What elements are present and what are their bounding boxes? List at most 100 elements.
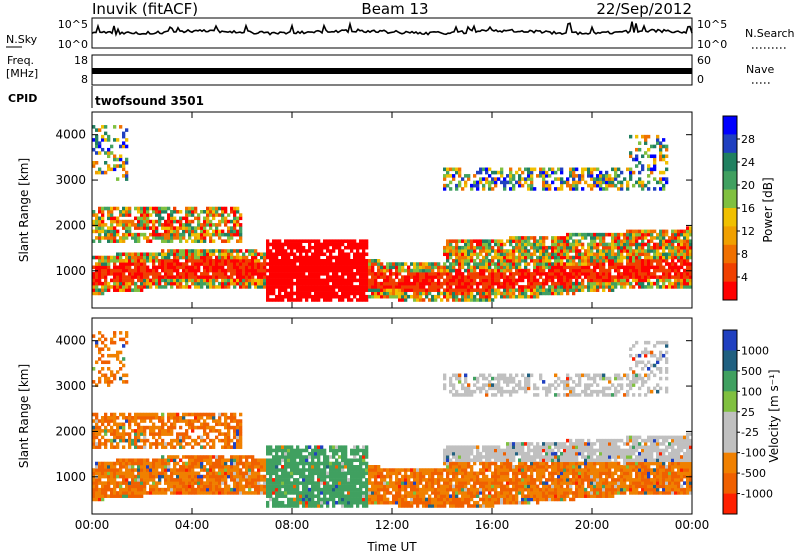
heat-cell (551, 245, 555, 250)
heat-cell (578, 268, 582, 273)
heat-cell (119, 331, 123, 335)
heat-cell (164, 281, 168, 286)
heat-cell (482, 259, 486, 263)
heat-cell (530, 236, 534, 240)
heat-cell (182, 455, 186, 459)
heat-cell (305, 504, 309, 508)
heat-cell (503, 275, 507, 279)
heat-cell (143, 262, 147, 266)
heat-cell (407, 275, 411, 279)
heat-cell (227, 491, 231, 495)
heat-cell (212, 442, 216, 446)
heat-cell (581, 255, 585, 260)
heat-cell (161, 226, 165, 230)
heat-cell (182, 435, 186, 440)
heat-cell (608, 262, 612, 266)
heat-cell (233, 425, 237, 430)
heat-cell (176, 262, 180, 266)
heat-cell (512, 291, 516, 296)
heat-cell (542, 259, 546, 263)
heat-cell (548, 255, 552, 260)
heat-cell (317, 252, 321, 257)
heat-cell (377, 268, 381, 273)
heat-cell (125, 226, 129, 230)
heat-cell (377, 285, 381, 289)
heat-cell (521, 239, 525, 243)
heat-cell (203, 232, 207, 237)
heat-cell (215, 259, 219, 263)
heat-cell (338, 245, 342, 250)
heat-cell (269, 268, 273, 273)
heat-cell (602, 268, 606, 273)
heat-cell (362, 275, 366, 279)
heat-cell (512, 249, 516, 253)
heat-cell (368, 278, 372, 283)
heat-cell (617, 252, 621, 257)
heat-cell (482, 239, 486, 243)
heat-cell (227, 219, 231, 224)
heat-cell (194, 236, 198, 240)
heat-cell (644, 285, 648, 289)
heat-cell (128, 265, 132, 270)
heat-cell (188, 265, 192, 270)
heat-cell (572, 288, 576, 292)
heat-cell (215, 471, 219, 476)
heat-cell (599, 275, 603, 279)
heat-cell (611, 177, 615, 181)
heat-cell (110, 213, 114, 217)
heat-cell (602, 259, 606, 263)
heat-cell (119, 275, 123, 279)
heat-cell (119, 268, 123, 273)
heat-cell (602, 242, 606, 247)
heat-cell (281, 285, 285, 289)
heat-cell (110, 373, 114, 378)
heat-cell (182, 491, 186, 495)
heat-cell (233, 265, 237, 270)
heat-cell (512, 252, 516, 257)
heat-cell (677, 232, 681, 237)
heat-cell (446, 174, 450, 178)
heat-cell (248, 285, 252, 289)
heat-cell (620, 242, 624, 247)
heat-cell (335, 281, 339, 286)
heat-cell (275, 298, 279, 302)
heat-cell (182, 262, 186, 266)
heat-cell (659, 252, 663, 257)
heat-cell (287, 500, 291, 505)
heat-cell (146, 438, 150, 443)
heat-cell (257, 265, 261, 270)
heat-cell (317, 255, 321, 260)
heat-cell (656, 275, 660, 279)
heat-cell (233, 468, 237, 472)
heat-cell (599, 174, 603, 178)
heat-cell (158, 206, 162, 211)
heat-cell (125, 494, 129, 498)
heat-cell (155, 471, 159, 476)
heat-cell (197, 442, 201, 446)
heat-cell (122, 288, 126, 292)
heat-cell (152, 275, 156, 279)
heat-cell (188, 425, 192, 430)
heat-cell (332, 294, 336, 299)
heat-cell (461, 281, 465, 286)
heat-cell (614, 236, 618, 240)
heat-cell (626, 275, 630, 279)
heat-cell (551, 252, 555, 257)
heat-cell (221, 259, 225, 263)
heat-cell (542, 170, 546, 175)
heat-cell (605, 187, 609, 191)
heat-cell (302, 272, 306, 276)
heat-cell (353, 255, 357, 260)
heat-cell (482, 281, 486, 286)
heat-cell (191, 226, 195, 230)
heat-cell (275, 294, 279, 299)
heat-cell (581, 272, 585, 276)
heat-cell (551, 291, 555, 296)
heat-cell (437, 288, 441, 292)
heat-cell (338, 255, 342, 260)
heat-cell (269, 249, 273, 253)
heat-cell (194, 461, 198, 466)
heat-cell (554, 275, 558, 279)
heat-cell (653, 249, 657, 253)
heat-cell (608, 268, 612, 273)
